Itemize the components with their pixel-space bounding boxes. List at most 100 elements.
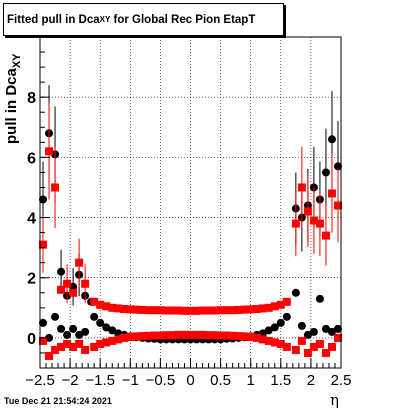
x-tick-label: 2	[307, 372, 315, 389]
data-point	[333, 333, 342, 342]
data-point	[327, 135, 336, 144]
data-point	[270, 323, 279, 332]
x-axis-label: η	[330, 391, 339, 409]
y-tick-label: 2	[27, 271, 36, 288]
data-point	[144, 331, 153, 340]
data-point	[309, 342, 318, 351]
data-point	[291, 288, 300, 297]
data-point	[174, 330, 183, 339]
y-tick-label: 4	[27, 211, 36, 228]
data-point	[315, 219, 324, 228]
data-point	[258, 304, 267, 313]
data-point	[75, 339, 84, 348]
data-point	[108, 326, 117, 335]
data-point	[63, 330, 72, 339]
data-point	[51, 345, 60, 354]
data-point	[114, 304, 123, 313]
data-point	[186, 330, 195, 339]
data-point	[204, 331, 213, 340]
data-point	[138, 305, 147, 314]
x-tick-label: −2.5	[25, 372, 55, 389]
data-point	[186, 306, 195, 315]
data-point	[39, 195, 48, 204]
series-1	[39, 103, 342, 360]
data-point	[297, 321, 306, 330]
data-point	[309, 216, 318, 225]
data-point	[126, 333, 135, 342]
data-point	[81, 279, 90, 288]
x-tick-label: 1.5	[270, 372, 291, 389]
data-point	[90, 342, 99, 351]
data-point	[234, 305, 243, 314]
data-point	[138, 332, 147, 341]
data-point	[270, 338, 279, 347]
data-point	[114, 329, 123, 338]
x-tick-label: 0.5	[210, 372, 231, 389]
data-point	[90, 297, 99, 306]
data-point	[240, 332, 249, 341]
data-point	[156, 331, 165, 340]
data-point	[297, 183, 306, 192]
data-point	[309, 327, 318, 336]
x-tick-label: −1	[122, 372, 139, 389]
data-point	[282, 312, 291, 321]
data-point	[39, 240, 48, 249]
data-point	[168, 306, 177, 315]
data-point	[57, 285, 66, 294]
data-point	[264, 336, 273, 345]
x-tick-label: −1.5	[85, 372, 115, 389]
data-point	[282, 297, 291, 306]
data-point	[39, 336, 48, 345]
data-point	[57, 342, 66, 351]
data-point	[198, 306, 207, 315]
data-point	[258, 335, 267, 344]
data-point	[180, 330, 189, 339]
data-point	[63, 339, 72, 348]
data-point	[222, 331, 231, 340]
data-point	[321, 168, 330, 177]
data-point	[228, 331, 237, 340]
data-point	[327, 342, 336, 351]
data-point	[102, 338, 111, 347]
data-point	[228, 306, 237, 315]
data-point	[120, 333, 129, 342]
data-point	[69, 288, 78, 297]
data-point	[90, 312, 99, 321]
data-point	[198, 330, 207, 339]
x-tick-label: 0	[186, 372, 194, 389]
data-point	[150, 331, 159, 340]
data-point	[303, 330, 312, 339]
data-point	[69, 282, 78, 291]
y-tick-label: 6	[27, 150, 36, 167]
data-point	[51, 183, 60, 192]
data-point	[57, 324, 66, 333]
y-axis-label-main: pull in Dca	[3, 68, 20, 144]
data-point	[57, 267, 66, 276]
data-point	[126, 305, 135, 314]
data-point	[120, 305, 129, 314]
data-point	[321, 324, 330, 333]
data-point	[264, 326, 273, 335]
data-point	[69, 324, 78, 333]
data-point	[333, 162, 342, 171]
chart-title-main: Fitted pull in Dca	[7, 13, 100, 26]
data-point	[327, 327, 336, 336]
data-point	[162, 306, 171, 315]
data-point	[246, 333, 255, 342]
data-point	[333, 201, 342, 210]
x-tick-label: 1	[247, 372, 255, 389]
data-point	[192, 306, 201, 315]
data-point	[114, 335, 123, 344]
data-point	[51, 312, 60, 321]
y-axis-label-text: pull in DcaXY	[3, 53, 23, 144]
data-point	[96, 300, 105, 309]
data-point	[204, 306, 213, 315]
data-point	[81, 327, 90, 336]
data-point	[69, 342, 78, 351]
data-point	[45, 147, 54, 156]
data-point	[180, 306, 189, 315]
axis-tick-labels: −2.5 −2 −1.5 −1 −0.5 0 0.5 1 1.5 2 2.5 0 2 4 6 8	[25, 90, 351, 389]
data-point	[315, 294, 324, 303]
data-point	[75, 330, 84, 339]
